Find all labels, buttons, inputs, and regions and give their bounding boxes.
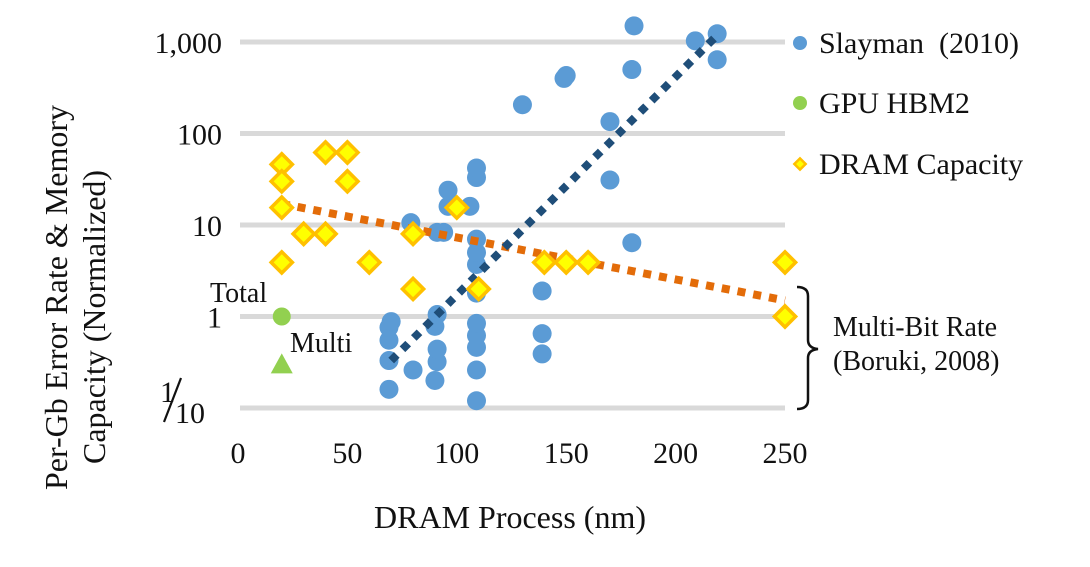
point-slayman [600,170,620,190]
point-slayman [425,370,445,390]
point-dram-capacity [268,249,295,276]
y-tick-label: 1,000 [155,27,223,60]
legend-label-dram-capacity: DRAM Capacity [819,148,1023,181]
y-tick-fraction-slash [162,377,183,423]
point-dram-capacity [334,139,361,166]
y-tick-label-numerator: 1 [160,376,175,409]
annotation-multibit-line2: (Boruki, 2008) [833,346,999,377]
point-dram-capacity [399,275,427,303]
point-slayman [512,95,532,115]
point-dram-capacity [334,168,361,195]
y-axis-label-line2: Capacity (Normalized) [76,170,112,464]
point-slayman [532,281,552,301]
x-tick-label: 200 [653,437,698,470]
point-slayman [466,158,486,178]
point-slayman [624,16,644,36]
point-dram-capacity [465,275,492,303]
point-slayman [466,243,486,263]
y-tick-label-denominator: 10 [175,397,205,430]
point-slayman [556,66,576,86]
point-dram-capacity [268,151,295,178]
x-tick-label: 0 [231,437,246,470]
annotation-multibit-line1: Multi-Bit Rate [833,312,997,343]
point-slayman [427,339,447,359]
point-dram-capacity [553,249,580,276]
point-dram-capacity [574,249,602,276]
x-tick-label: 50 [332,437,362,470]
y-tick-label: 1 [207,302,222,335]
point-dram-capacity [290,220,317,247]
x-axis-label: DRAM Process (nm) [374,499,646,535]
point-dram-capacity [312,220,339,247]
x-axis-ticks: 0 50 100 150 200 250 [231,437,808,470]
point-dram-capacity [771,249,799,276]
x-tick-label: 150 [544,437,589,470]
legend-label-slayman: Slayman (2010) [819,27,1019,60]
point-slayman [438,180,458,200]
data-points [270,16,727,411]
legend-marker-slayman [793,36,807,50]
trendline-slayman [388,30,723,364]
point-dram-capacity [399,220,427,247]
y-tick-label: 10 [192,210,222,243]
legend: Slayman (2010) GPU HBM2 DRAM Capacity [792,27,1023,181]
trendline-dram-capacity [281,199,786,305]
point-slayman [466,313,486,333]
point-slayman [600,112,620,132]
point-gpu-hbm2-multi [270,353,293,374]
point-dram-capacity [356,249,383,276]
point-slayman [707,50,727,70]
brace-bracket [796,285,819,411]
point-dram-capacity [268,194,295,221]
legend-marker-dram-capacity [792,156,808,172]
point-slayman [622,60,642,80]
point-slayman [403,360,423,380]
point-slayman [532,344,552,364]
point-slayman [466,391,486,411]
point-slayman [466,360,486,380]
y-axis-label-line1: Per-Gb Error Rate & Memory [38,105,74,490]
trendlines [268,30,799,364]
point-dram-capacity [531,249,558,276]
x-tick-label: 250 [763,437,808,470]
point-slayman [622,233,642,253]
legend-marker-gpu-hbm2 [793,96,807,110]
point-slayman [379,379,399,399]
y-tick-label: 100 [177,119,222,152]
point-dram-capacity [771,303,799,330]
x-tick-label: 100 [434,437,479,470]
annotation-multi: Multi [290,328,352,359]
annotation-total: Total [210,278,267,309]
point-dram-capacity [312,139,339,166]
point-dram-capacity [443,194,470,221]
legend-label-gpu-hbm2: GPU HBM2 [819,87,970,120]
point-gpu-hbm2-total [272,307,291,326]
point-slayman [381,312,401,332]
point-slayman [532,324,552,344]
point-slayman [685,31,705,51]
point-dram-capacity [268,168,295,195]
